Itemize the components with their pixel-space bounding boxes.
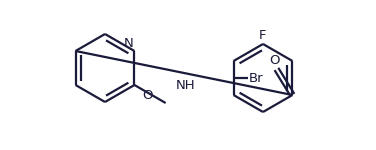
Text: O: O: [269, 54, 280, 67]
Text: Br: Br: [249, 72, 263, 84]
Text: N: N: [124, 37, 133, 50]
Text: NH: NH: [176, 79, 196, 92]
Text: F: F: [259, 29, 267, 42]
Text: O: O: [142, 89, 153, 102]
